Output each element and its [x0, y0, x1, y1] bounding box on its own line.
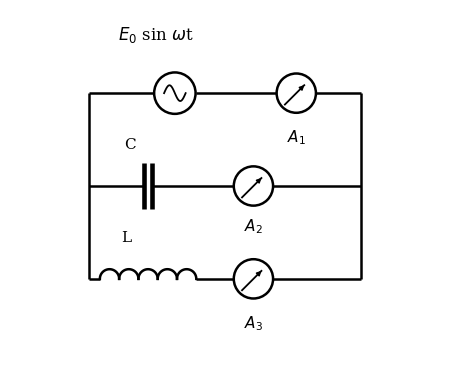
- Circle shape: [276, 74, 315, 113]
- Circle shape: [233, 259, 273, 298]
- Text: $A_1$: $A_1$: [286, 128, 305, 147]
- Text: C: C: [124, 138, 136, 152]
- Text: $E_0$ sin $\omega$t: $E_0$ sin $\omega$t: [118, 25, 193, 45]
- Text: L: L: [121, 231, 131, 245]
- Text: $A_2$: $A_2$: [244, 218, 263, 237]
- Circle shape: [233, 166, 273, 206]
- Circle shape: [154, 73, 195, 114]
- Text: $A_3$: $A_3$: [244, 314, 263, 333]
